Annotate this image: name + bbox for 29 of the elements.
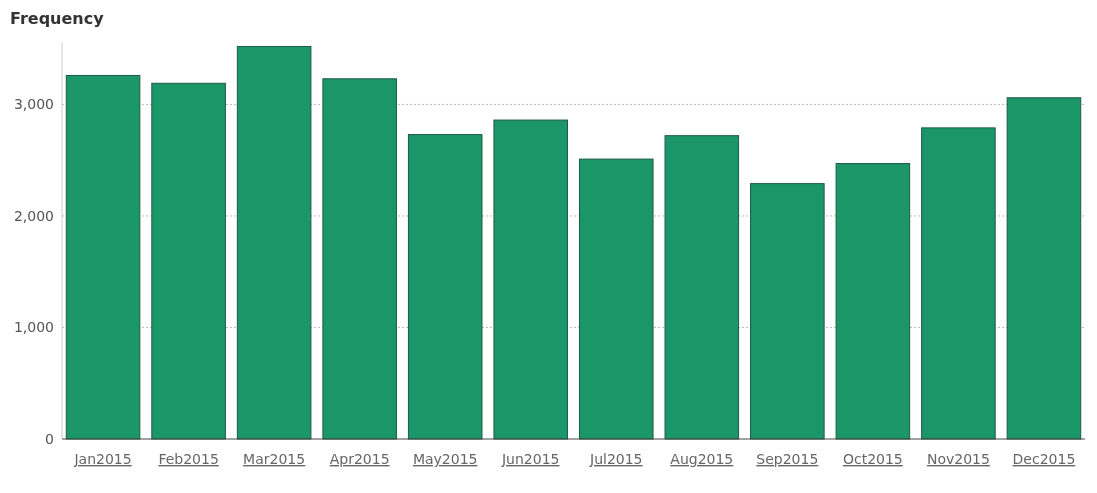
x-tick-label: Mar2015 bbox=[243, 451, 306, 467]
bar bbox=[921, 127, 996, 440]
y-axis-title: Frequency bbox=[10, 9, 105, 28]
x-tick-label: Jun2015 bbox=[500, 451, 560, 467]
y-tick-label: 0 bbox=[45, 430, 54, 447]
bar bbox=[493, 119, 569, 440]
x-tick-label: May2015 bbox=[412, 451, 478, 467]
y-tick-label: 3,000 bbox=[13, 96, 54, 113]
bar bbox=[750, 183, 825, 440]
x-tick-label: Oct2015 bbox=[842, 451, 903, 467]
x-tick-label: Jul2015 bbox=[589, 451, 643, 467]
x-tick-label: Apr2015 bbox=[329, 451, 390, 467]
x-tick-label: Aug2015 bbox=[670, 451, 734, 467]
bar bbox=[578, 158, 654, 440]
bar bbox=[65, 74, 141, 440]
bar bbox=[664, 135, 740, 440]
bar bbox=[236, 45, 312, 440]
bar bbox=[407, 134, 483, 440]
x-tick-label: Dec2015 bbox=[1012, 451, 1076, 467]
x-tick-label: Sep2015 bbox=[756, 451, 819, 467]
bar bbox=[322, 78, 397, 440]
x-tick-label: Jan2015 bbox=[73, 451, 132, 467]
y-tick-label: 2,000 bbox=[13, 207, 54, 224]
bar bbox=[835, 163, 911, 440]
x-tick-label: Feb2015 bbox=[158, 451, 219, 467]
bar bbox=[151, 82, 226, 440]
y-tick-label: 1,000 bbox=[13, 319, 54, 336]
x-tick-label: Nov2015 bbox=[926, 451, 990, 467]
bar bbox=[1006, 97, 1082, 440]
